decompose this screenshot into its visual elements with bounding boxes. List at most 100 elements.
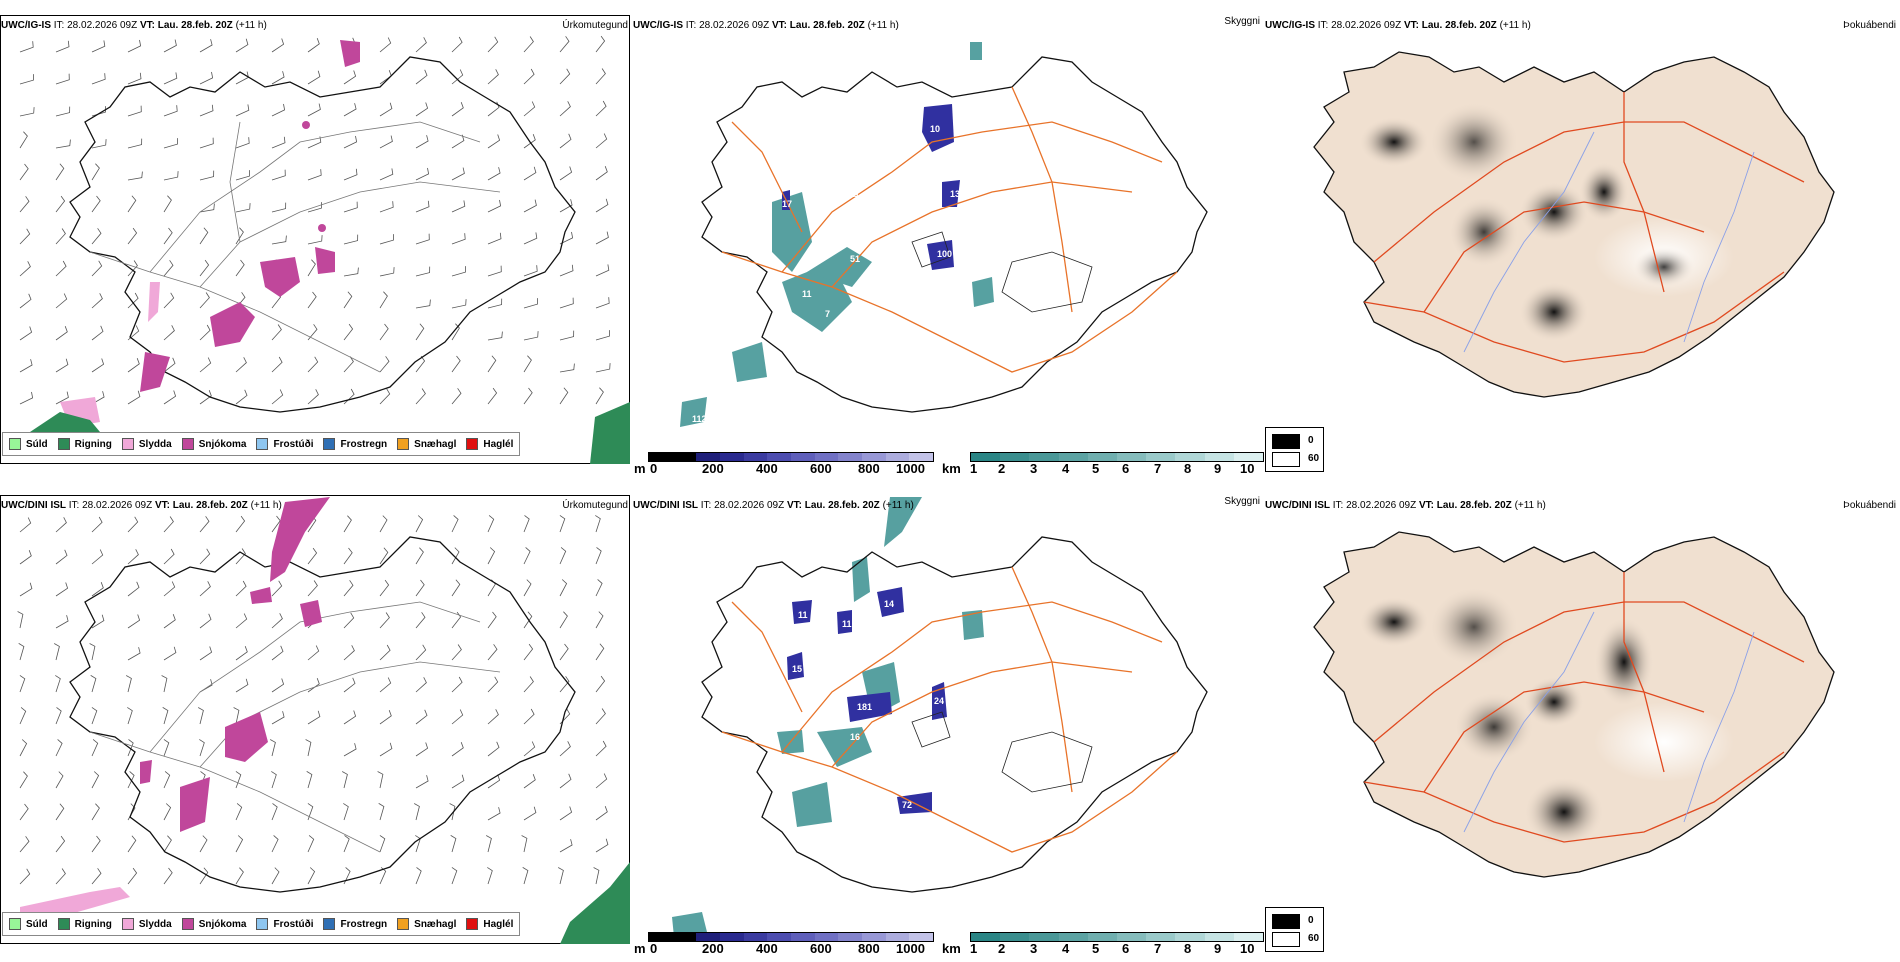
- wind-barb: [379, 579, 390, 597]
- colorbar-segment: [1029, 453, 1059, 461]
- wind-barb: [271, 771, 277, 789]
- colorbar-segment: [1146, 933, 1176, 941]
- iceland-outline: [69, 536, 576, 893]
- wind-barb: [163, 357, 176, 373]
- wind-barb: [379, 234, 394, 245]
- wind-barb: [19, 163, 29, 181]
- wind-barb: [19, 228, 31, 245]
- wind-barb: [451, 167, 465, 181]
- wind-barb: [19, 582, 33, 597]
- elevation-labels: 17 11 10 100 13 51 7 11 12 112: [692, 124, 960, 424]
- wind-barb: [415, 867, 422, 885]
- wind-barb: [127, 771, 135, 789]
- legend-item-freezing-drizzle: Frostúði: [256, 918, 313, 930]
- visibility-tick: 8: [1184, 941, 1192, 956]
- colorbar-segment: [743, 933, 768, 941]
- model-name: UWC/DINI ISL: [633, 500, 698, 511]
- vt-label: VT:: [786, 500, 802, 511]
- wind-barb: [559, 330, 575, 341]
- wind-barb: [307, 710, 321, 725]
- visibility-map[interactable]: 11 15 11 181 16 24 72 14: [632, 492, 1264, 962]
- rain-areas: [560, 862, 630, 944]
- precip-type-panel: UWC/IG-IS IT: 28.02.2026 09Z VT: Lau. 28…: [0, 12, 632, 482]
- wind-barb: [379, 867, 387, 885]
- wind-barb: [559, 676, 570, 693]
- wind-barb: [343, 835, 350, 853]
- wind-barb: [595, 166, 608, 181]
- fog-indicator-panel: UWC/IG-IS IT: 28.02.2026 09Z VT: Lau. 28…: [1264, 12, 1900, 482]
- wind-barb: [198, 707, 204, 725]
- visibility-areas: [680, 42, 994, 427]
- wind-barb: [307, 38, 320, 53]
- wind-barb: [559, 36, 570, 53]
- wind-barb: [595, 547, 602, 565]
- legend-item-freezing-rain: Frostregn: [323, 438, 387, 450]
- fog-indicator-map[interactable]: [1264, 492, 1900, 962]
- precip-type-map[interactable]: [0, 12, 632, 482]
- model-name: UWC/IG-IS: [1265, 20, 1315, 31]
- it-value: 28.02.2026 09Z: [1331, 20, 1402, 31]
- colorbar-segment: [720, 453, 744, 461]
- ceiling-label: 13: [950, 189, 960, 199]
- wind-barb: [271, 136, 286, 149]
- wind-barbs: [19, 35, 611, 405]
- wind-barb: [199, 581, 211, 597]
- wind-barb: [91, 163, 100, 181]
- wind-barb: [91, 293, 103, 309]
- ceiling-label: 12: [770, 374, 780, 384]
- colorbar-segment: [838, 933, 863, 941]
- wind-barb: [343, 803, 349, 821]
- wind-barb: [163, 867, 173, 885]
- wind-barb: [127, 105, 142, 117]
- wind-barb: [595, 198, 609, 213]
- wind-barb: [451, 36, 463, 53]
- wind-barb: [163, 614, 176, 629]
- wind-barb: [127, 39, 142, 53]
- wind-barb: [523, 708, 535, 725]
- wind-barb: [595, 611, 604, 629]
- ceiling-label: 16: [850, 732, 860, 742]
- colorbar-segment: [1233, 453, 1264, 461]
- wind-barb: [91, 516, 103, 533]
- wind-barb: [19, 739, 28, 757]
- visibility-map[interactable]: 17 11 10 100 13 51 7 11 12 112: [632, 12, 1264, 482]
- vt-value: Lau. 28.feb. 20Z: [172, 500, 248, 511]
- wind-barb: [163, 72, 178, 85]
- wind-barb: [379, 201, 394, 213]
- wind-barb: [451, 233, 466, 245]
- visibility-tick: 9: [1214, 461, 1222, 476]
- precip-type-map[interactable]: [0, 492, 632, 962]
- wind-barb: [523, 611, 533, 629]
- wind-barb: [127, 647, 141, 661]
- wind-barb: [127, 739, 134, 757]
- colorbar-segment: [696, 453, 721, 461]
- visibility-tick: 3: [1030, 461, 1038, 476]
- wind-barb: [595, 231, 609, 245]
- wind-barb: [162, 707, 169, 725]
- wind-barb: [163, 835, 172, 853]
- legend-item-drizzle: Súld: [9, 918, 48, 930]
- wind-barb: [559, 166, 573, 181]
- wind-barb: [378, 803, 385, 821]
- panel-title: Úrkomutegund: [562, 500, 628, 511]
- precip-type-legend: Súld Rigning Slydda Snjókoma Frostúði Fr…: [2, 432, 521, 456]
- wind-barb: [271, 711, 285, 725]
- wind-barb: [55, 228, 66, 245]
- wind-barb: [271, 580, 283, 597]
- wind-barb: [415, 644, 427, 661]
- legend-swatch: [9, 918, 21, 930]
- visibility-colorbar: km 1 2 3 4 5 6 7 8 9 10: [942, 932, 1264, 960]
- wind-barb: [523, 134, 536, 149]
- vt-value: Lau. 28.feb. 20Z: [789, 20, 865, 31]
- vt-value: Lau. 28.feb. 20Z: [157, 20, 233, 31]
- wind-barb: [199, 259, 210, 277]
- wind-barb: [55, 675, 61, 693]
- lead-time: (+11 h): [867, 20, 899, 31]
- wind-barb: [523, 36, 534, 53]
- wind-barb: [415, 579, 425, 597]
- legend-swatch: [323, 438, 336, 450]
- wind-barb: [487, 232, 502, 245]
- ceiling-areas: [787, 587, 947, 814]
- wind-barb: [343, 515, 352, 533]
- fog-indicator-map[interactable]: [1264, 12, 1900, 482]
